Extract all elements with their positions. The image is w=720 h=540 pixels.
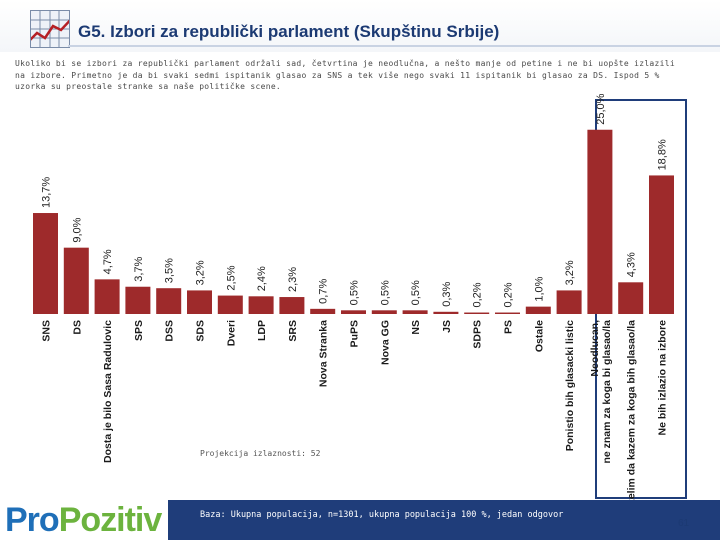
brand-logo: ProPozitiv xyxy=(0,497,168,540)
bar-6 xyxy=(217,295,243,314)
category-label-3: SPS xyxy=(133,320,145,341)
bar-19 xyxy=(618,282,644,314)
value-label-17: 3,2% xyxy=(564,260,576,285)
bar-18 xyxy=(587,129,613,314)
category-label-16: Ostale xyxy=(533,320,545,352)
category-label-17: Ponistio bih glasacki listic xyxy=(564,320,576,451)
brand-pro: Pro xyxy=(5,501,60,539)
bar-7 xyxy=(248,296,274,314)
bar-9 xyxy=(310,308,336,314)
category-label-13: JS xyxy=(441,320,453,333)
value-label-9: 0,7% xyxy=(318,279,330,304)
bar-1 xyxy=(63,247,89,314)
bar-15 xyxy=(495,312,520,314)
category-label-10: PuPS xyxy=(349,320,361,347)
title-divider xyxy=(68,45,720,47)
chart-logo-icon xyxy=(30,10,70,48)
value-label-8: 2,3% xyxy=(287,267,299,292)
value-label-15: 0,2% xyxy=(503,282,515,307)
bar-4 xyxy=(156,288,182,314)
bar-17 xyxy=(556,290,582,314)
chart-description: Ukoliko bi se izbori za republički parla… xyxy=(15,59,676,91)
value-label-0: 13,7% xyxy=(41,177,53,208)
bar-13 xyxy=(433,311,459,314)
value-label-5: 3,2% xyxy=(195,260,207,285)
bar-0 xyxy=(33,213,58,314)
bar-11 xyxy=(371,310,397,314)
header-band xyxy=(0,0,720,52)
category-label-7: LDP xyxy=(256,320,268,341)
category-label-0: SNS xyxy=(41,320,53,342)
value-label-4: 3,5% xyxy=(164,258,176,283)
bar-12 xyxy=(402,310,428,314)
category-label-15: PS xyxy=(503,320,515,334)
turnout-projection: Projekcija izlaznosti: 52 xyxy=(200,449,321,458)
value-label-19: 4,3% xyxy=(626,252,638,277)
category-label-18-0: Neodlucan, xyxy=(589,320,601,377)
value-label-1: 9,0% xyxy=(71,217,83,242)
bar-2 xyxy=(94,279,120,314)
category-label-19: Ne zelim da kazem za koga bih glasao/la xyxy=(626,320,638,521)
value-label-2: 4,7% xyxy=(102,249,114,274)
category-label-1: DS xyxy=(71,320,83,335)
category-label-12: NS xyxy=(410,320,422,335)
category-label-5: SDS xyxy=(195,320,207,342)
bar-14 xyxy=(464,312,490,314)
category-label-8: SRS xyxy=(287,320,299,342)
value-label-20: 18,8% xyxy=(657,139,669,170)
value-label-6: 2,5% xyxy=(225,265,237,290)
value-label-13: 0,3% xyxy=(441,281,453,306)
category-label-4: DSS xyxy=(164,320,176,342)
category-label-18-1: ne znam za koga bi glasao/la xyxy=(601,320,613,464)
value-label-12: 0,5% xyxy=(410,280,422,305)
brand-pozitiv: Pozitiv xyxy=(58,501,163,539)
value-label-7: 2,4% xyxy=(256,266,268,291)
bar-16 xyxy=(525,306,551,314)
page-number: 61 xyxy=(678,518,690,529)
category-label-6: Dveri xyxy=(225,320,237,346)
category-label-2: Dosta je bilo Sasa Radulovic xyxy=(102,320,114,463)
value-label-11: 0,5% xyxy=(379,280,391,305)
category-label-11: Nova GG xyxy=(379,320,391,365)
category-label-14: SDPS xyxy=(472,320,484,349)
bar-3 xyxy=(125,286,151,314)
value-label-3: 3,7% xyxy=(133,256,145,281)
bar-5 xyxy=(187,290,212,314)
category-label-9: Nova Stranka xyxy=(318,320,330,387)
value-label-18: 25,0% xyxy=(595,93,607,124)
page-title: G5. Izbori za republički parlament (Skup… xyxy=(78,22,500,41)
bar-8 xyxy=(279,297,305,314)
footer-bar xyxy=(168,500,720,540)
bar-10 xyxy=(341,310,366,314)
bar-20 xyxy=(649,175,674,314)
category-label-20: Ne bih izlazio na izbore xyxy=(657,320,669,436)
base-note: Baza: Ukupna populacija, n=1301, ukupna … xyxy=(200,510,564,520)
value-label-10: 0,5% xyxy=(349,280,361,305)
value-label-14: 0,2% xyxy=(472,282,484,307)
value-label-16: 1,0% xyxy=(533,276,545,301)
